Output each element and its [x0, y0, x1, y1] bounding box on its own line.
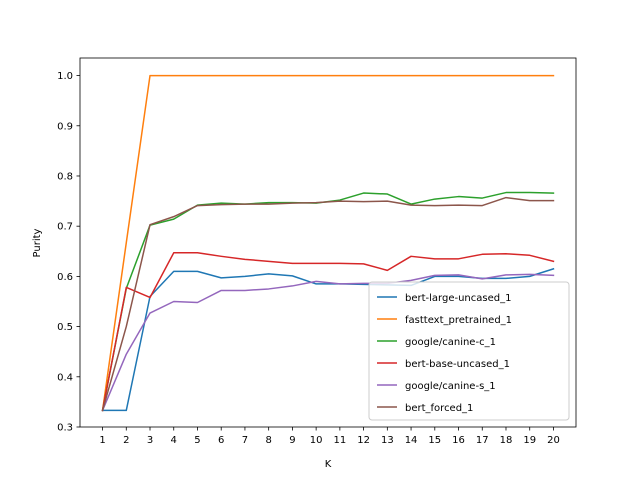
x-tick-label: 9	[289, 435, 295, 446]
series-line-1	[101, 74, 555, 412]
legend-entry-label: google/canine-c_1	[405, 337, 496, 348]
legend: bert-large-uncased_1 fasttext_pretrained_…	[368, 281, 570, 421]
x-tick-label: 13	[381, 435, 394, 446]
series-line-3	[101, 252, 555, 412]
x-tick-label: 10	[310, 435, 323, 446]
legend-entry-label: fasttext_pretrained_1	[405, 315, 512, 326]
x-tick-label: 14	[405, 435, 418, 446]
plot-area: 1 2 3 4 5 6 7 8 9 10 11 12 13 14 15 16 17 18 19 200.30.40.5…	[57, 57, 577, 446]
x-tick-label: 6	[218, 435, 224, 446]
x-tick-label: 1	[99, 435, 105, 446]
y-tick-label: 0.4	[57, 372, 73, 383]
x-tick-label: 12	[357, 435, 370, 446]
legend-box	[368, 281, 570, 421]
series-line-5	[101, 196, 555, 412]
x-tick-label: 19	[523, 435, 536, 446]
x-tick-label: 4	[171, 435, 177, 446]
x-tick-label: 11	[333, 435, 346, 446]
legend-entry-label: bert_forced_1	[405, 403, 473, 414]
x-tick-label: 16	[452, 435, 465, 446]
legend-entry-label: bert-base-uncased_1	[405, 359, 510, 370]
legend-entry-label: bert-large-uncased_1	[405, 293, 511, 304]
y-tick-label: 0.7	[57, 222, 73, 233]
x-tick-label: 8	[265, 435, 271, 446]
x-tick-label: 15	[428, 435, 441, 446]
y-tick-label: 0.8	[57, 171, 73, 182]
y-tick-label: 0.9	[57, 121, 73, 132]
x-tick-label: 7	[242, 435, 248, 446]
x-tick-label: 20	[547, 435, 560, 446]
x-axis-label: K	[325, 459, 332, 470]
legend-entry-label: google/canine-s_1	[405, 381, 496, 392]
axes-frame	[79, 57, 577, 428]
y-tick-label: 0.6	[57, 272, 73, 283]
x-tick-label: 5	[194, 435, 200, 446]
x-tick-label: 18	[500, 435, 513, 446]
y-tick-label: 1.0	[57, 71, 73, 82]
x-tick-label: 17	[476, 435, 489, 446]
y-tick-label: 0.5	[57, 322, 73, 333]
x-tick-label: 2	[123, 435, 129, 446]
y-axis-label: Purity	[32, 228, 43, 257]
y-tick-label: 0.3	[57, 423, 73, 434]
series-line-4	[101, 273, 555, 412]
x-tick-label: 3	[147, 435, 153, 446]
